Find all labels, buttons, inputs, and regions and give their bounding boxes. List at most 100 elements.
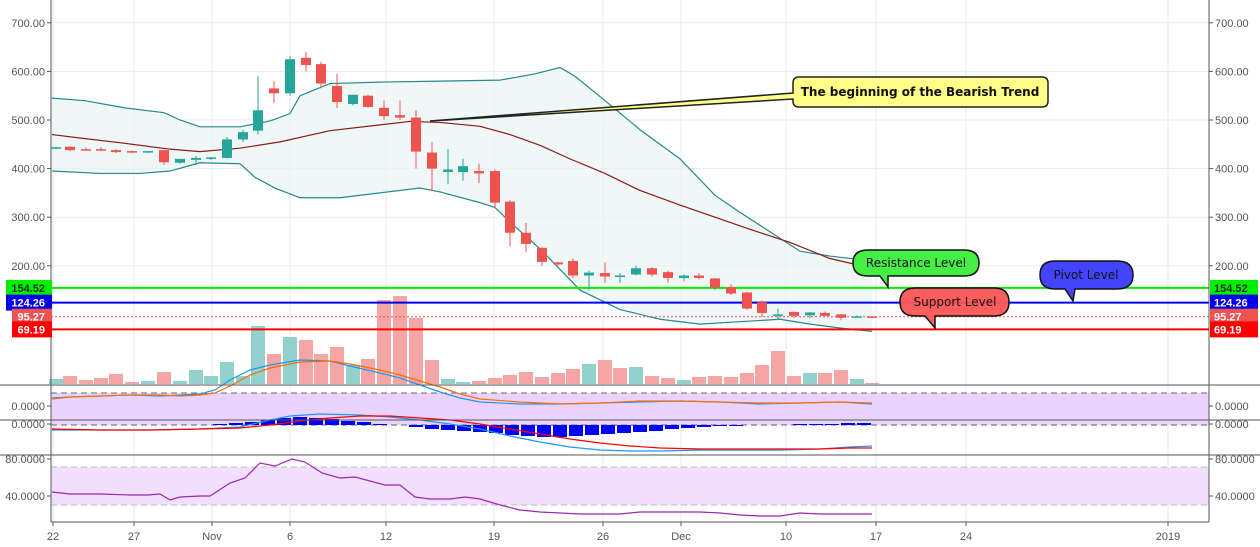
- candle[interactable]: [521, 223, 531, 253]
- callout-pivot-level[interactable]: Pivot Level: [1039, 260, 1134, 303]
- volume-bar: [330, 347, 344, 384]
- macd-histogram-bar: [521, 425, 535, 436]
- candle[interactable]: [253, 76, 263, 135]
- candle-body: [238, 132, 248, 140]
- candle[interactable]: [269, 81, 279, 103]
- callout-bearish-trend[interactable]: The beginning of the Bearish Trend: [429, 76, 1049, 122]
- candle[interactable]: [191, 155, 201, 165]
- candle[interactable]: [427, 141, 437, 191]
- candle[interactable]: [726, 284, 736, 295]
- left-price-axis[interactable]: 700.00 600.00 500.00 400.00 300.00 200.00 154.…: [5, 18, 52, 503]
- volume-bar: [865, 383, 879, 384]
- macd-histogram-bar: [793, 424, 807, 425]
- candle[interactable]: [537, 247, 547, 266]
- candle[interactable]: [647, 267, 657, 277]
- candle[interactable]: [584, 270, 594, 291]
- price-tick-label: 200.00: [11, 261, 45, 273]
- price-tag-support: [1210, 321, 1258, 338]
- callout-pivot-shape: [1039, 260, 1134, 303]
- candle[interactable]: [663, 270, 673, 283]
- candle[interactable]: [600, 262, 610, 283]
- candle[interactable]: [332, 73, 342, 108]
- candle[interactable]: [238, 129, 248, 142]
- macd-histogram-bar: [809, 424, 823, 425]
- candle[interactable]: [474, 163, 484, 184]
- volume-bar: [818, 373, 832, 384]
- candle[interactable]: [789, 311, 799, 319]
- candle[interactable]: [805, 311, 815, 319]
- candle[interactable]: [411, 110, 421, 169]
- candle[interactable]: [631, 265, 641, 276]
- candle[interactable]: [175, 158, 185, 164]
- candle[interactable]: [836, 313, 846, 321]
- macd-histogram-bar: [857, 423, 871, 425]
- price-tag-label: 95.27: [1214, 312, 1242, 324]
- price-tag-label: 154.52: [11, 283, 45, 295]
- candle-body: [820, 312, 830, 316]
- time-tick-label: 12: [380, 531, 392, 543]
- price-tick-label: 700.00: [11, 18, 45, 30]
- candle[interactable]: [553, 261, 563, 266]
- candle[interactable]: [820, 311, 830, 317]
- macd-histogram-bar: [425, 425, 439, 429]
- candle[interactable]: [742, 292, 752, 310]
- candle[interactable]: [757, 300, 767, 317]
- price-tag-last: [1210, 308, 1258, 325]
- price-tag-last: [12, 308, 52, 325]
- candle[interactable]: [694, 273, 704, 280]
- right-price-axis[interactable]: 700.00 600.00 500.00 400.00 300.00 200.00 154.…: [1209, 18, 1258, 503]
- callout-bearish-shape: [429, 76, 1049, 122]
- candle[interactable]: [505, 200, 515, 247]
- volume-bar: [79, 380, 93, 384]
- candle[interactable]: [206, 156, 216, 160]
- callout-resistance-level[interactable]: Resistance Level: [852, 249, 980, 290]
- candle[interactable]: [867, 316, 877, 318]
- candle[interactable]: [65, 146, 75, 152]
- candle[interactable]: [159, 150, 169, 165]
- candle-body: [127, 151, 137, 153]
- volume-bar: [441, 379, 455, 384]
- time-axis[interactable]: 22 27 Nov 6 12 19 26 Dec 10 17 24 2019: [47, 522, 1180, 543]
- candle[interactable]: [51, 146, 61, 150]
- macd-histogram-bar: [261, 420, 275, 425]
- candle-body: [694, 275, 704, 278]
- candle[interactable]: [568, 258, 578, 278]
- candle-body: [742, 292, 752, 309]
- rsi-pane[interactable]: [51, 458, 1209, 517]
- volume-bar: [377, 300, 391, 384]
- candle[interactable]: [710, 277, 720, 291]
- macd-histogram-bar: [213, 424, 227, 425]
- candle-body: [301, 57, 311, 66]
- candle[interactable]: [490, 169, 500, 208]
- candle[interactable]: [458, 158, 468, 181]
- candle[interactable]: [96, 147, 106, 152]
- volume-bar: [220, 362, 234, 384]
- candle[interactable]: [852, 315, 862, 318]
- candle[interactable]: [285, 55, 295, 96]
- callout-support-level[interactable]: Support Level: [899, 287, 1010, 331]
- candle[interactable]: [379, 100, 389, 120]
- candle[interactable]: [615, 273, 625, 283]
- candle[interactable]: [363, 94, 373, 108]
- candlesticks[interactable]: [51, 51, 877, 321]
- volume-bar: [125, 382, 139, 384]
- candle[interactable]: [679, 274, 689, 282]
- macd-pane[interactable]: [51, 413, 873, 452]
- candle[interactable]: [143, 151, 153, 154]
- candle[interactable]: [773, 308, 783, 321]
- annotations[interactable]: The beginning of the Bearish Trend Resis…: [429, 76, 1134, 331]
- candle[interactable]: [81, 147, 91, 152]
- candle[interactable]: [222, 137, 232, 159]
- candle[interactable]: [111, 149, 121, 154]
- volume-bar: [361, 359, 375, 384]
- volume-bar: [645, 376, 659, 384]
- candle[interactable]: [316, 61, 326, 89]
- time-tick-label: 19: [488, 531, 500, 543]
- candle[interactable]: [443, 149, 453, 185]
- candle[interactable]: [395, 100, 405, 120]
- candle[interactable]: [301, 51, 311, 72]
- candle[interactable]: [127, 150, 137, 154]
- candle-body: [490, 171, 500, 203]
- candle[interactable]: [348, 94, 358, 106]
